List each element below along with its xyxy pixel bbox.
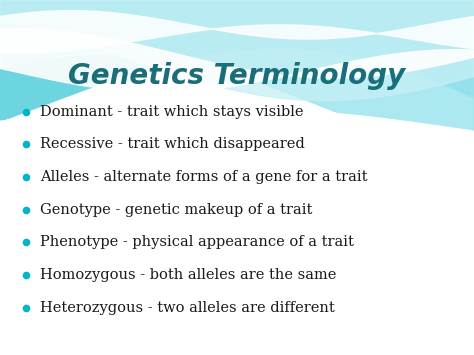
Text: Genotype - genetic makeup of a trait: Genotype - genetic makeup of a trait [40, 203, 313, 217]
Text: Heterozygous - two alleles are different: Heterozygous - two alleles are different [40, 301, 335, 315]
Text: Genetics Terminology: Genetics Terminology [68, 62, 406, 90]
Text: Dominant - trait which stays visible: Dominant - trait which stays visible [40, 105, 304, 119]
Text: Homozygous - both alleles are the same: Homozygous - both alleles are the same [40, 268, 337, 282]
Text: Alleles - alternate forms of a gene for a trait: Alleles - alternate forms of a gene for … [40, 170, 368, 184]
Text: Recessive - trait which disappeared: Recessive - trait which disappeared [40, 137, 305, 152]
Text: Phenotype - physical appearance of a trait: Phenotype - physical appearance of a tra… [40, 235, 354, 250]
